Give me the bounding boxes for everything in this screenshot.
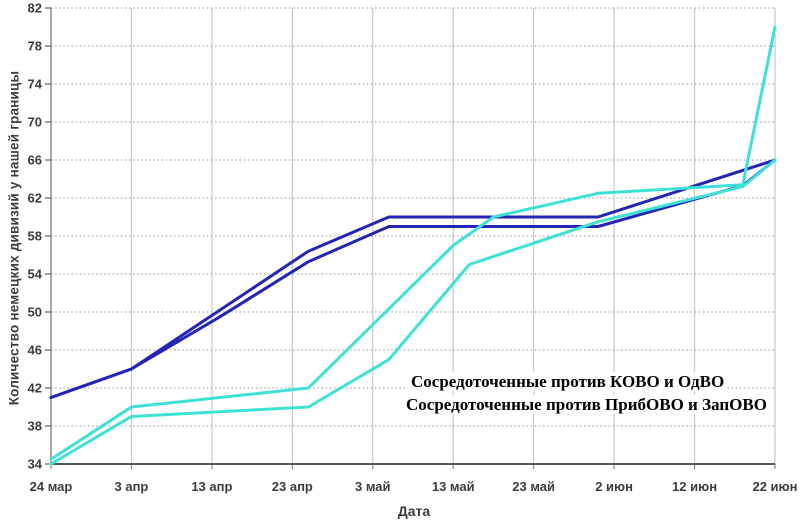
y-tick-label: 38 [28, 419, 42, 434]
y-tick-label: 46 [28, 343, 42, 358]
x-tick-label: 3 апр [115, 479, 149, 494]
x-tick-label: 3 май [355, 479, 391, 494]
legend-item-kovo-odvo: Сосредоточенные против КОВО и ОдВО [408, 372, 728, 391]
x-tick-label: 12 июн [672, 479, 717, 494]
y-tick-label: 62 [28, 191, 42, 206]
x-tick-label: 2 июн [595, 479, 633, 494]
series-line-KOVO-OdVO-upper [49, 25, 777, 461]
x-tick-label: 23 апр [272, 479, 313, 494]
x-tick-label: 13 май [432, 479, 475, 494]
y-tick-label: 74 [28, 77, 43, 92]
y-tick-label: 54 [28, 267, 43, 282]
y-tick-label: 58 [28, 229, 42, 244]
y-tick-label: 70 [28, 115, 42, 130]
x-tick-label: 13 апр [191, 479, 232, 494]
y-axis-title: Количество немецких дивизий у нашей гран… [6, 70, 22, 406]
y-tick-label: 50 [28, 305, 42, 320]
x-tick-label: 24 мар [30, 479, 73, 494]
x-axis-title: Дата [397, 503, 431, 519]
series-line-PribOVO-ZapOVO-upper [49, 158, 777, 399]
y-tick-label: 82 [28, 1, 42, 16]
y-tick-label: 42 [28, 381, 42, 396]
y-tick-label: 78 [28, 39, 42, 54]
y-tick-label: 66 [28, 153, 42, 168]
x-tick-label: 22 июн [752, 479, 797, 494]
x-tick-label: 23 май [512, 479, 555, 494]
legend-item-pribovo-zapovo: Сосредоточенные против ПрибОВО и ЗапОВО [403, 395, 770, 414]
y-tick-label: 34 [28, 457, 43, 472]
series-line-KOVO-OdVO-lower [49, 158, 777, 466]
